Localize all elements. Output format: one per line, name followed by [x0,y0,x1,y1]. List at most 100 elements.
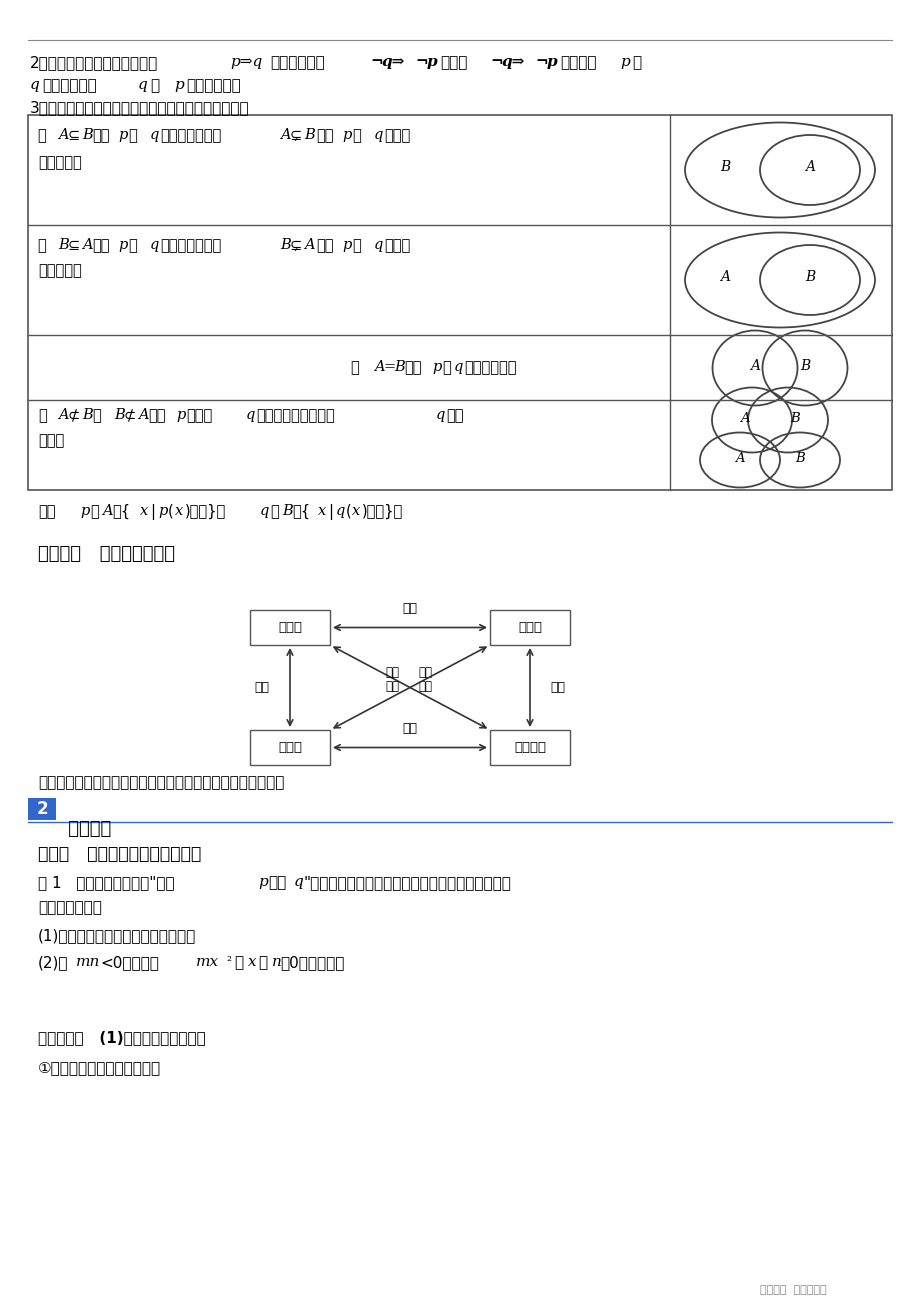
Text: q: q [30,78,40,92]
Text: q: q [374,128,383,142]
Text: ，则: ，则 [315,238,333,253]
Text: ⊄: ⊄ [124,408,136,423]
Text: 例 1   将下列命题改写成"如果: 例 1 将下列命题改写成"如果 [38,875,175,891]
Text: 若: 若 [38,408,47,423]
Text: 互为
逆否: 互为 逆否 [417,665,432,694]
Text: ⊊: ⊊ [289,238,302,253]
FancyBboxPatch shape [490,730,570,766]
Text: 反思与感悟   (1)四种命题的改写步骤: 反思与感悟 (1)四种命题的改写步骤 [38,1030,206,1046]
Text: A: A [740,411,749,424]
Text: ，则: ，则 [267,875,286,891]
Text: 不必要条件: 不必要条件 [38,155,82,171]
Text: B: B [794,452,804,465]
Text: mx: mx [196,954,219,969]
Text: ：: ： [269,504,278,519]
Text: ⊆: ⊆ [68,238,80,253]
Text: 2: 2 [36,799,48,818]
Text: 否命题: 否命题 [278,741,301,754]
Text: ：: ： [90,504,98,519]
Text: q: q [245,408,255,422]
Text: ，即若: ，即若 [439,55,467,70]
Text: 的必要条件，若: 的必要条件，若 [160,238,221,253]
Text: ，则: ，则 [148,408,165,423]
Text: q: q [436,408,445,422]
Text: 的充分条件，: 的充分条件， [42,78,96,92]
Text: ①确定原命题的条件和结论．: ①确定原命题的条件和结论． [38,1060,161,1075]
Text: ¬: ¬ [414,55,427,69]
Text: p: p [118,128,127,142]
Text: B: B [114,408,125,422]
Text: q: q [294,875,303,889]
Text: q: q [260,504,269,518]
Text: 是: 是 [352,238,360,253]
Text: A: A [374,359,384,374]
Text: A: A [303,238,314,253]
Text: 互逆: 互逆 [403,723,417,736]
Text: －: － [233,954,243,970]
Text: 是: 是 [352,128,360,143]
Text: A: A [58,128,69,142]
Text: B: B [804,270,814,284]
Text: p: p [118,238,127,253]
Text: 的等价命题是: 的等价命题是 [269,55,324,70]
Text: q: q [374,238,383,253]
Text: ＋: ＋ [257,954,267,970]
Text: =: = [383,359,396,374]
Text: 不充分条件: 不充分条件 [38,263,82,279]
Text: 知识点四   四种命题的关系: 知识点四 四种命题的关系 [38,546,175,562]
Text: ＝0有实数根．: ＝0有实数根． [279,954,344,970]
Text: q⇒: q⇒ [381,55,405,69]
Text: q: q [335,504,345,518]
Text: )成立}，: )成立}， [185,504,226,519]
Text: "的形式，并写出它的逆命题、否命题和逆否命题以: "的形式，并写出它的逆命题、否命题和逆否命题以 [303,875,511,891]
Text: B: B [393,359,404,374]
Text: mn: mn [76,954,100,969]
Text: 第一单元  章末复习课: 第一单元 章末复习课 [759,1285,826,1295]
Text: B: B [58,238,69,253]
Text: <0时，方程: <0时，方程 [100,954,159,970]
Text: q: q [150,238,159,253]
Text: p⇒q: p⇒q [230,55,262,69]
Text: 及它们的真假．: 及它们的真假． [38,900,102,915]
Text: 的充分: 的充分 [383,128,410,143]
Text: x: x [175,504,183,518]
Text: (1)垂直于同一平面的两条直线平行；: (1)垂直于同一平面的两条直线平行； [38,928,196,943]
Text: ，则: ，则 [403,359,421,375]
Text: p: p [342,128,351,142]
Text: )成立}．: )成立}． [361,504,403,519]
Text: 的必: 的必 [446,408,463,423]
Text: 要条件: 要条件 [38,434,64,448]
Text: 原命题: 原命题 [278,621,301,634]
FancyBboxPatch shape [28,798,56,820]
Text: A: A [102,504,112,518]
Text: 互否: 互否 [550,681,565,694]
Text: (2)当: (2)当 [38,954,68,970]
Text: p: p [257,875,267,889]
Text: 互为充要条件: 互为充要条件 [463,359,516,375]
Text: 既不是: 既不是 [186,408,212,423]
Text: 的必要条件．: 的必要条件． [186,78,241,92]
Text: 若: 若 [38,238,51,253]
Text: B: B [282,504,292,518]
Text: ¬: ¬ [369,55,382,69]
Text: 成立，则: 成立，则 [560,55,596,70]
Text: 且: 且 [92,408,101,423]
Text: ，: ， [441,359,450,375]
Text: ，则: ，则 [92,128,109,143]
Text: ＝{: ＝{ [291,504,310,519]
Text: 是: 是 [128,128,137,143]
Text: x: x [248,954,256,969]
Text: B: B [279,238,290,253]
Text: |: | [328,504,333,519]
Text: 的必要: 的必要 [383,238,410,253]
Text: 类型一   命题的关系及真假的判断: 类型一 命题的关系及真假的判断 [38,845,201,863]
Text: 互为
逆否: 互为 逆否 [384,665,399,694]
Text: p: p [176,408,185,422]
Text: 的充分条件，若: 的充分条件，若 [160,128,221,143]
Text: A: A [804,160,814,174]
Text: 逆否命题: 逆否命题 [514,741,545,754]
Text: q: q [138,78,148,92]
Text: p: p [432,359,441,374]
Text: 逆命题: 逆命题 [517,621,541,634]
Text: p: p [547,55,557,69]
